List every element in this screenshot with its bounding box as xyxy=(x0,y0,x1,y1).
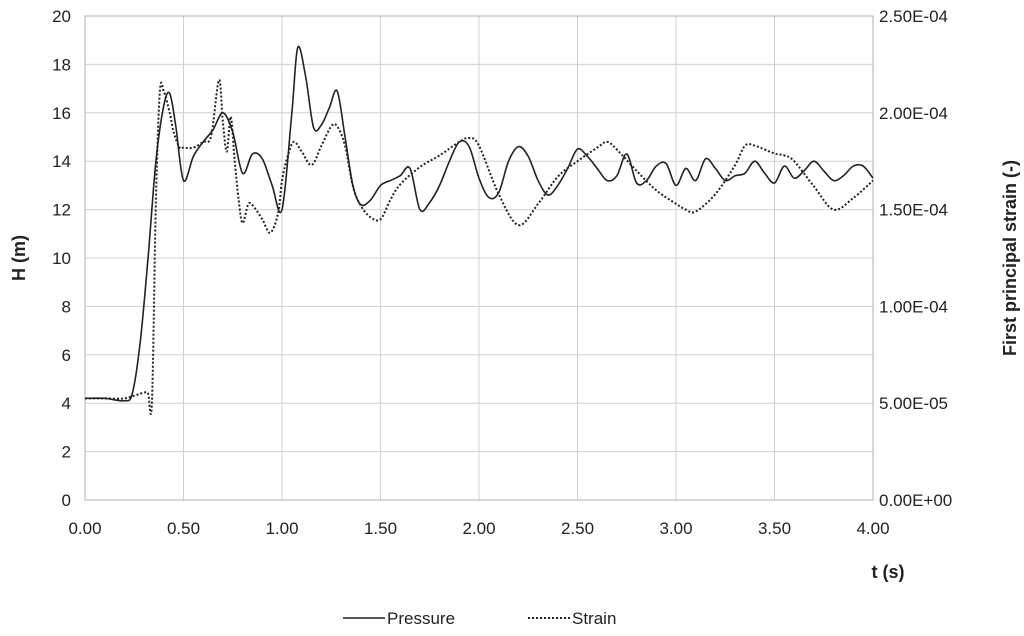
left-tick-label: 8 xyxy=(62,297,71,316)
x-tick-label: 2.00 xyxy=(462,519,495,538)
left-tick-label: 6 xyxy=(62,346,71,365)
right-tick-label: 5.00E-05 xyxy=(879,394,948,413)
x-axis-ticks: 0.00 0.50 1.00 1.50 2.00 2.50 3.00 3.50 4.00 xyxy=(68,519,889,538)
plot-frame xyxy=(84,15,874,501)
right-tick-label: 2.50E-04 xyxy=(879,7,948,26)
right-axis-ticks: 0.00E+00 5.00E-05 1.00E-04 1.50E-04 2.00E-04… xyxy=(879,7,952,510)
legend-label-pressure: Pressure xyxy=(387,609,455,628)
legend: Pressure Strain xyxy=(343,609,616,628)
left-tick-label: 0 xyxy=(62,491,71,510)
left-axis-ticks: 0 2 4 6 8 10 12 14 16 18 20 xyxy=(52,7,71,510)
series-line-pressure xyxy=(84,45,874,402)
left-tick-label: 4 xyxy=(62,394,71,413)
left-tick-label: 18 xyxy=(52,55,71,74)
x-tick-label: 0.50 xyxy=(167,519,200,538)
gridlines xyxy=(84,15,874,501)
right-tick-label: 1.00E-04 xyxy=(879,297,948,316)
x-tick-label: 1.00 xyxy=(265,519,298,538)
x-tick-label: 2.50 xyxy=(561,519,594,538)
left-axis-title: H (m) xyxy=(9,235,29,281)
x-tick-label: 0.00 xyxy=(68,519,101,538)
left-tick-label: 2 xyxy=(62,443,71,462)
left-tick-label: 20 xyxy=(52,7,71,26)
right-tick-label: 0.00E+00 xyxy=(879,491,952,510)
x-tick-label: 3.50 xyxy=(758,519,791,538)
legend-label-strain: Strain xyxy=(572,609,616,628)
x-tick-label: 1.50 xyxy=(364,519,397,538)
x-tick-label: 4.00 xyxy=(856,519,889,538)
left-tick-label: 12 xyxy=(52,201,71,220)
x-axis-title: t (s) xyxy=(872,562,905,582)
left-tick-label: 14 xyxy=(52,152,71,171)
series-line-strain xyxy=(84,78,874,415)
series-lines xyxy=(84,45,874,415)
right-tick-label: 2.00E-04 xyxy=(879,104,948,123)
left-tick-label: 16 xyxy=(52,104,71,123)
right-tick-label: 1.50E-04 xyxy=(879,201,948,220)
x-tick-label: 3.00 xyxy=(659,519,692,538)
left-tick-label: 10 xyxy=(52,249,71,268)
right-axis-title: First principal strain (-) xyxy=(1000,160,1020,356)
